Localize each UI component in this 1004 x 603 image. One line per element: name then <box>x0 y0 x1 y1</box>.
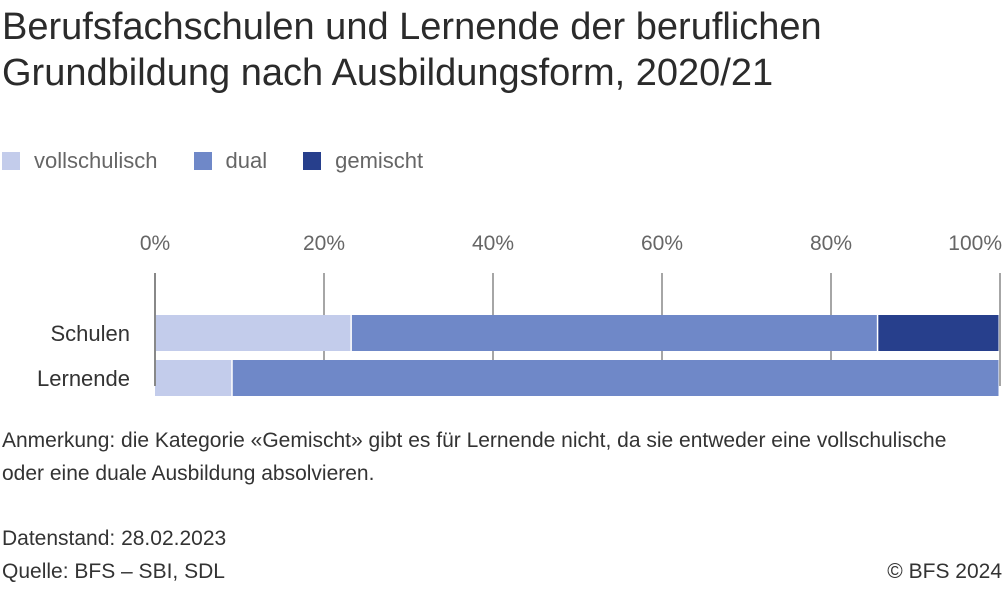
legend-label-gemischt: gemischt <box>335 148 424 173</box>
x-tick-label: 0% <box>140 232 170 255</box>
stacked-bar-chart: 0% 20% 40% 60% 80% 100% Schulen Lernende <box>37 232 1002 396</box>
chart-title: Berufsfachschulen und Lernende der beruf… <box>2 6 822 94</box>
x-tick-label: 80% <box>810 232 852 255</box>
legend-item-gemischt[interactable]: gemischt <box>303 148 423 174</box>
category-label: Lernende <box>37 366 130 391</box>
bar-dual-schulen <box>351 315 877 351</box>
source-line: Quelle: BFS – SBI, SDL <box>2 560 225 583</box>
category-label: Schulen <box>50 321 130 346</box>
x-tick-label: 60% <box>641 232 683 255</box>
data-status: Datenstand: 28.02.2023 <box>2 527 227 550</box>
bar-vollschulisch-lernende <box>155 360 232 396</box>
legend-item-vollschulisch[interactable]: vollschulisch <box>2 148 158 174</box>
chart-note: Anmerkung: die Kategorie «Gemischt» gibt… <box>2 429 947 485</box>
legend-item-dual[interactable]: dual <box>193 148 268 174</box>
copyright: © BFS 2024 <box>887 560 1002 583</box>
bar-vollschulisch-schulen <box>155 315 351 351</box>
legend-swatch-vollschulisch <box>2 152 20 170</box>
x-tick-label: 20% <box>303 232 345 255</box>
legend-label-vollschulisch: vollschulisch <box>34 148 158 173</box>
legend-swatch-dual <box>193 152 212 170</box>
x-tick-label: 40% <box>472 232 514 255</box>
legend-swatch-gemischt <box>303 152 322 170</box>
x-tick-label: 100% <box>948 232 1002 255</box>
bar-gemischt-schulen <box>878 315 999 351</box>
legend-label-dual: dual <box>225 148 268 173</box>
bar-dual-lernende <box>232 360 999 396</box>
legend: vollschulisch dual gemischt <box>2 147 459 175</box>
